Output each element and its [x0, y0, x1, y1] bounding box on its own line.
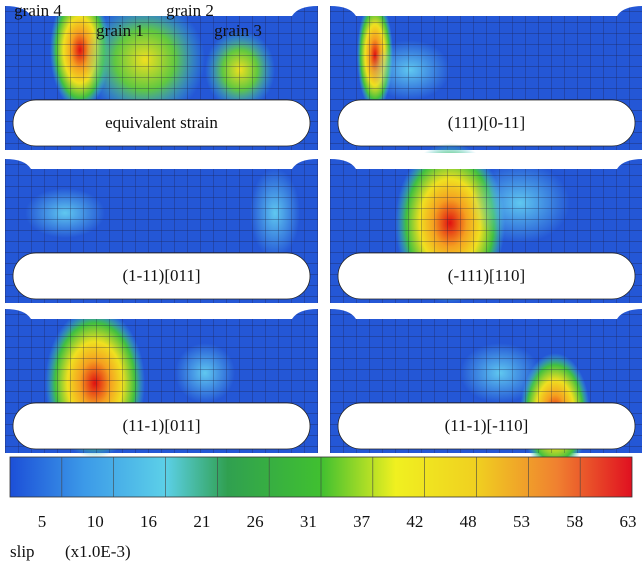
- panel: (11-1)[-110]: [330, 303, 642, 473]
- grain-label: grain 1: [96, 21, 144, 40]
- legend-name: slip: [10, 542, 35, 561]
- panel-label: equivalent strain: [105, 113, 218, 132]
- colorbar-ticks: 5 10 16 21 26 31 37 42 48 53 58 63: [38, 512, 637, 531]
- top-cutout: [330, 153, 642, 169]
- colorbar-tick-label: 10: [87, 512, 104, 531]
- panel-label: (111)[0-11]: [448, 113, 525, 132]
- colorbar-tick-label: 53: [513, 512, 530, 531]
- panel-label: (11-1)[011]: [122, 416, 200, 435]
- panel: equivalent strain: [5, 0, 318, 150]
- colorbar-tick-label: 37: [353, 512, 371, 531]
- colorbar-tick-label: 63: [620, 512, 637, 531]
- top-cutout: [5, 303, 318, 319]
- panel: (11-1)[011]: [5, 303, 318, 458]
- grain-label: grain 2: [166, 1, 214, 20]
- colorbar-tick-label: 21: [193, 512, 210, 531]
- panel: (111)[0-11]: [330, 0, 642, 150]
- colorbar-tick-label: 58: [566, 512, 583, 531]
- top-cutout: [330, 303, 642, 319]
- figure: equivalent strain (111)[0-11] (1-11)[011] (…: [0, 0, 642, 570]
- panels: equivalent strain (111)[0-11] (1-11)[011] (…: [5, 0, 642, 473]
- colorbar-tick-label: 5: [38, 512, 47, 531]
- colorbar: 5 10 16 21 26 31 37 42 48 53 58 63: [10, 457, 637, 531]
- top-cutout: [5, 153, 318, 169]
- panel: (1-11)[011]: [5, 153, 318, 303]
- panel-label: (11-1)[-110]: [445, 416, 529, 435]
- grain-label: grain 3: [214, 21, 262, 40]
- panel: (-111)[110]: [330, 143, 642, 303]
- colorbar-tick-label: 31: [300, 512, 317, 531]
- panel-label: (1-11)[011]: [122, 266, 200, 285]
- colorbar-tick-label: 48: [460, 512, 477, 531]
- panel-label: (-111)[110]: [448, 266, 525, 285]
- colorbar-tick-label: 26: [247, 512, 264, 531]
- colorbar-tick-label: 16: [140, 512, 157, 531]
- grain-label: grain 4: [14, 1, 62, 20]
- top-cutout: [330, 0, 642, 16]
- colorbar-tick-label: 42: [406, 512, 423, 531]
- legend-unit: (x1.0E-3): [65, 542, 131, 561]
